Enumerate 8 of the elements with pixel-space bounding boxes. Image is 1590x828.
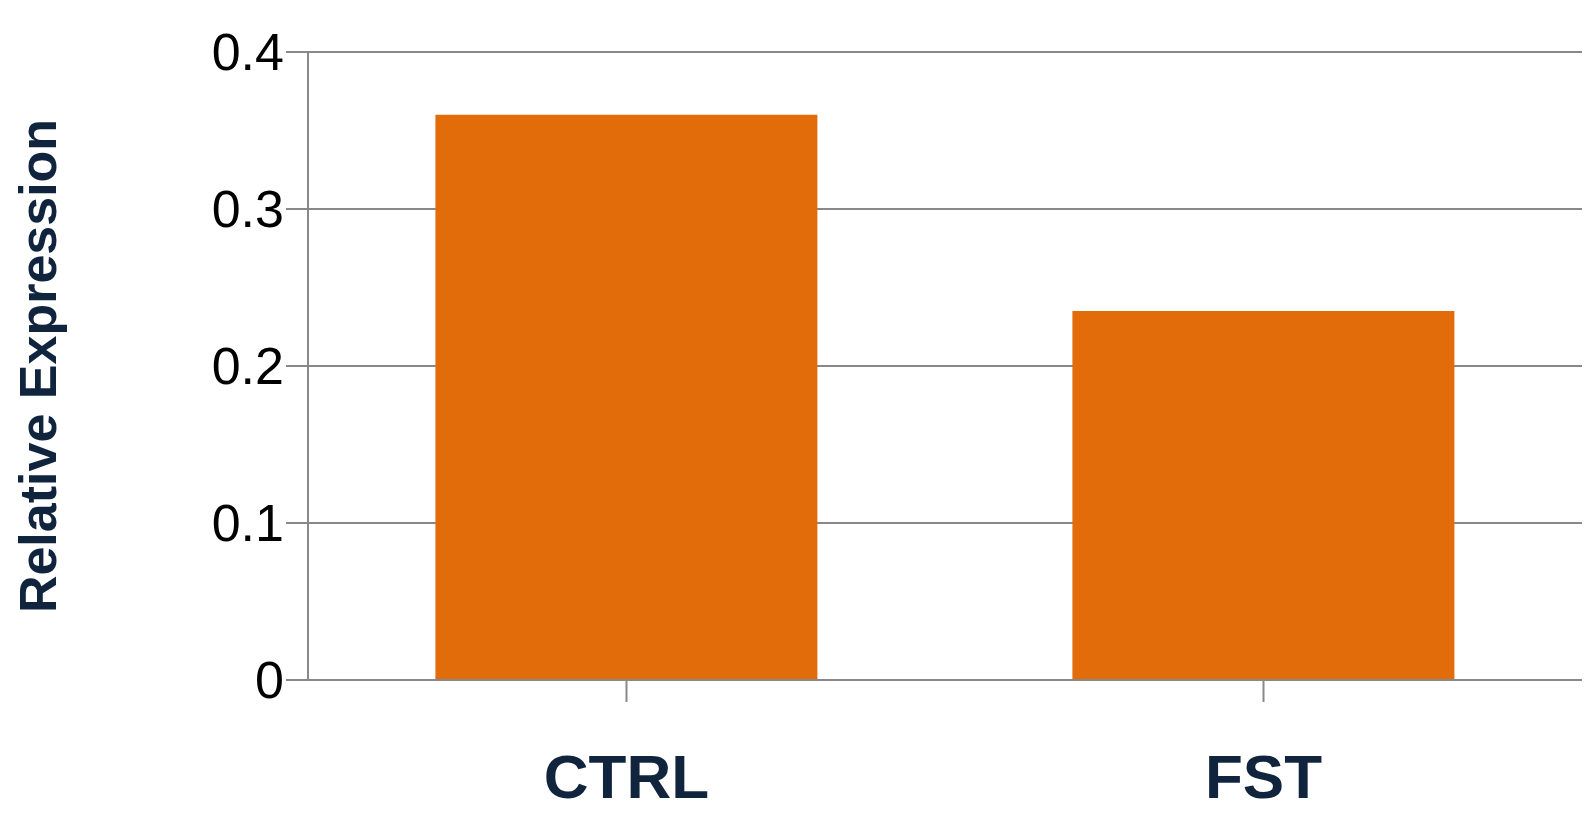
x-tick-label: FST <box>1204 742 1323 812</box>
y-tick-label: 0.3 <box>211 180 284 239</box>
x-tick-label: CTRL <box>543 742 710 812</box>
y-tick-label: 0 <box>255 651 284 710</box>
y-tick-label: 0.1 <box>211 494 284 553</box>
y-axis-title: Relative Expression <box>9 118 68 614</box>
y-tick-label: 0.4 <box>211 23 284 82</box>
y-tick-label: 0.2 <box>211 337 284 396</box>
